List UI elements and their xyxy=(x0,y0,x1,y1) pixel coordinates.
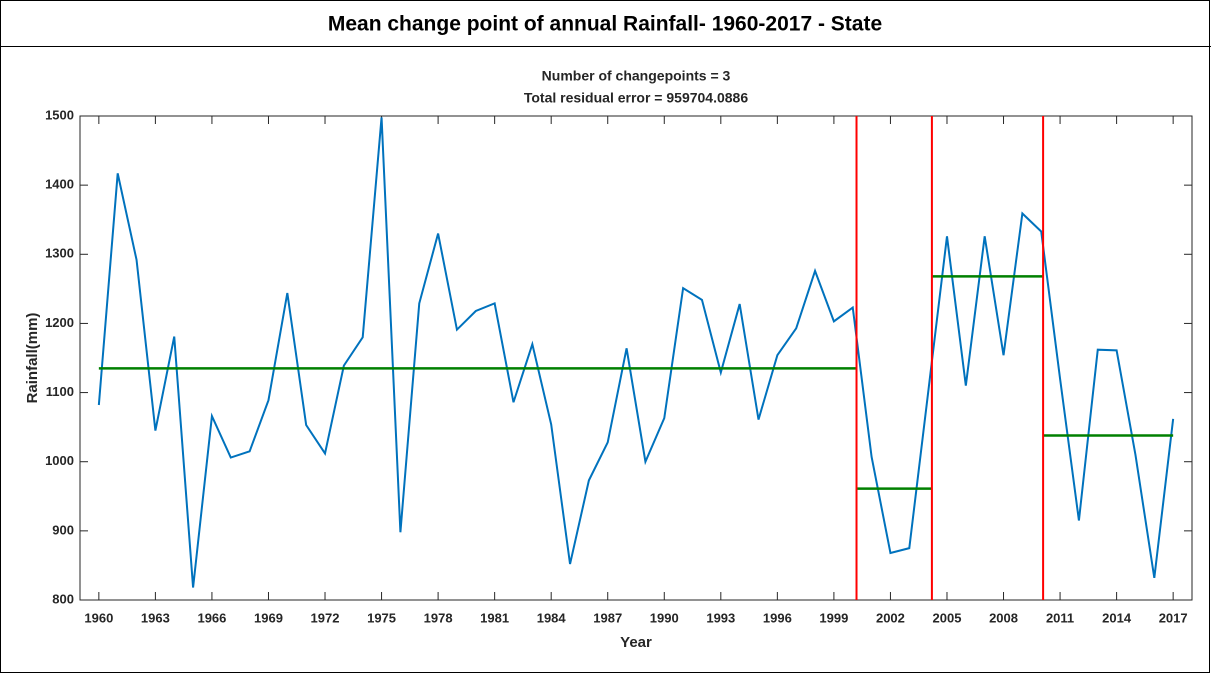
x-tick-label: 2017 xyxy=(1159,610,1188,625)
y-tick-label: 1300 xyxy=(45,246,74,261)
x-tick-label: 1963 xyxy=(141,610,170,625)
y-tick-label: 800 xyxy=(52,591,74,606)
y-axis-label: Rainfall(mm) xyxy=(24,313,41,404)
x-tick-label: 1990 xyxy=(650,610,679,625)
x-tick-label: 1993 xyxy=(706,610,735,625)
x-tick-label: 1987 xyxy=(593,610,622,625)
x-tick-label: 1978 xyxy=(424,610,453,625)
header: Mean change point of annual Rainfall- 19… xyxy=(328,13,882,36)
x-tick-label: 1999 xyxy=(819,610,848,625)
x-tick-label: 2011 xyxy=(1046,610,1074,625)
y-tick-label: 1000 xyxy=(45,453,74,468)
x-tick-label: 1969 xyxy=(254,610,283,625)
x-tick-label: 2002 xyxy=(876,610,905,625)
x-tick-label: 2014 xyxy=(1102,610,1132,625)
y-tick-label: 1400 xyxy=(45,177,74,192)
y-tick-label: 1500 xyxy=(45,107,74,122)
y-tick-label: 1100 xyxy=(46,384,74,399)
chart-subtitle: Total residual error = 959704.0886 xyxy=(524,90,748,106)
x-tick-label: 1966 xyxy=(197,610,226,625)
x-tick-label: 1972 xyxy=(311,610,340,625)
x-axis-label: Year xyxy=(620,634,652,651)
x-tick-label: 1975 xyxy=(367,610,396,625)
chart-title: Number of changepoints = 3 xyxy=(542,68,731,84)
data-line xyxy=(97,117,1175,588)
x-tick-label: 1984 xyxy=(537,610,567,625)
plot-area xyxy=(79,115,1193,601)
x-tick-label: 1960 xyxy=(84,610,113,625)
x-tick-label: 2005 xyxy=(933,610,962,625)
y-tick-label: 1200 xyxy=(45,315,74,330)
x-tick-label: 2008 xyxy=(989,610,1018,625)
x-tick-label: 1996 xyxy=(763,610,792,625)
x-tick-label: 1981 xyxy=(480,610,509,625)
y-tick-label: 900 xyxy=(52,522,74,537)
